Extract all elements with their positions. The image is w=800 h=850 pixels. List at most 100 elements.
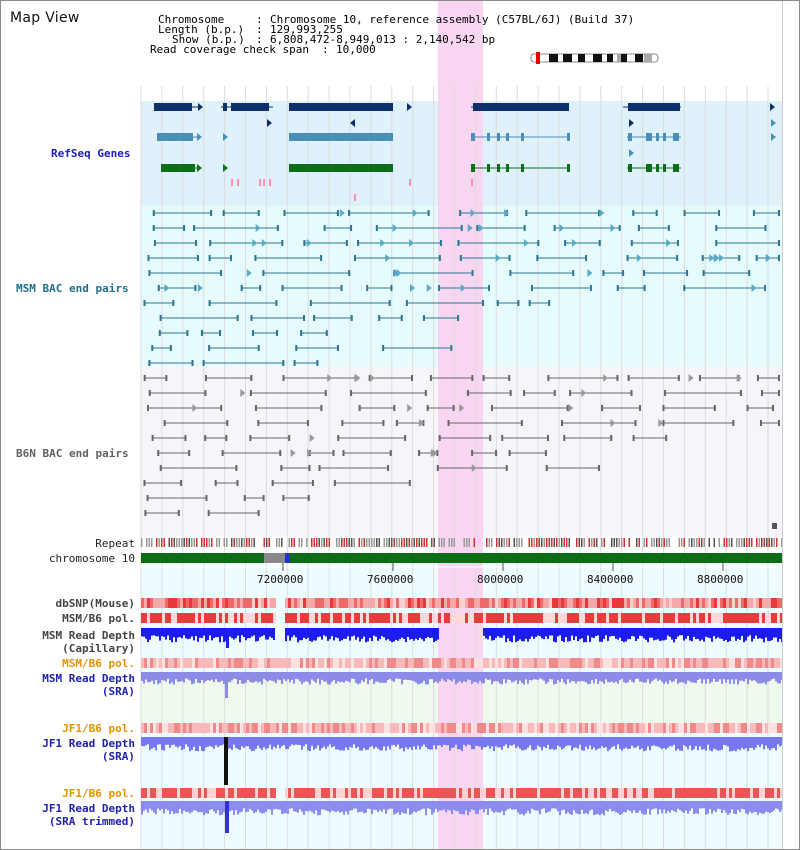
repeat-track	[141, 538, 783, 547]
bac-end	[476, 225, 479, 231]
heat-cell	[405, 788, 408, 798]
heat-cell	[609, 613, 612, 623]
track-label-jf1-b6-pol-2[interactable]: JF1/B6 pol.	[62, 787, 135, 800]
heat-cell	[516, 613, 519, 623]
depth-bar	[647, 672, 649, 680]
depth-bar	[575, 628, 577, 637]
heat-cell	[195, 613, 198, 623]
heat-cell	[642, 598, 645, 608]
track-label-msm-b6-pol[interactable]: MSM/B6 pol.	[62, 612, 135, 625]
repeat-element	[433, 538, 435, 547]
depth-bar	[491, 628, 493, 641]
heat-cell	[699, 788, 702, 798]
track-label-refseq[interactable]: RefSeq Genes	[51, 147, 131, 160]
heat-cell	[681, 723, 684, 733]
bac-end	[350, 390, 353, 396]
depth-bar	[197, 628, 199, 642]
bac-end	[618, 225, 621, 231]
depth-bar	[659, 737, 661, 748]
depth-bar	[495, 801, 497, 812]
heat-cell	[171, 788, 174, 798]
heat-cell	[471, 723, 474, 733]
depth-bar	[501, 672, 503, 685]
gene-exon	[161, 164, 195, 172]
bac-arrow	[426, 284, 432, 292]
track-label-jf1-depth-trimmed[interactable]: JF1 Read Depth	[42, 802, 135, 815]
heat-cell	[162, 598, 165, 608]
heat-cell	[399, 598, 402, 608]
heat-cell	[573, 658, 576, 668]
track-label-jf1-b6-pol[interactable]: JF1/B6 pol.	[62, 722, 135, 735]
depth-bar	[289, 737, 291, 747]
depth-bar	[203, 628, 205, 636]
heat-cell	[600, 613, 603, 623]
heat-cell	[465, 613, 468, 623]
depth-bar	[397, 801, 399, 813]
depth-bar	[641, 801, 643, 814]
heat-cell	[708, 598, 711, 608]
track-label-jf1-depth[interactable]: JF1 Read Depth	[42, 737, 135, 750]
depth-bar	[269, 628, 271, 637]
depth-bar	[315, 672, 317, 683]
bac-end	[778, 240, 780, 246]
heat-cell	[159, 598, 162, 608]
heat-cell	[591, 613, 594, 623]
track-label-chromosome[interactable]: chromosome 10	[48, 552, 135, 565]
heat-cell	[378, 598, 381, 608]
heat-cell	[699, 658, 702, 668]
heat-cell	[684, 658, 687, 668]
depth-bar	[261, 737, 263, 750]
heat-cell	[555, 613, 558, 623]
depth-bar	[189, 737, 191, 752]
track-label-msm-depth-sra[interactable]: MSM Read Depth	[42, 672, 135, 685]
depth-bar	[679, 628, 681, 636]
depth-bar	[467, 672, 469, 680]
heat-cell	[249, 658, 252, 668]
heat-cell	[597, 658, 600, 668]
repeat-element	[391, 538, 393, 547]
heat-cell	[720, 788, 723, 798]
depth-bar	[367, 672, 369, 685]
track-label-repeat[interactable]: Repeat	[95, 537, 135, 550]
ideogram-band	[635, 54, 643, 62]
depth-bar	[761, 628, 763, 639]
heat-cell	[294, 788, 297, 798]
track-label-msm-depth-capillary[interactable]: MSM Read Depth	[42, 629, 135, 642]
heat-cell	[366, 598, 369, 608]
depth-bar	[387, 672, 389, 680]
depth-bar	[211, 801, 213, 810]
track-label-msm-b6-pol-2[interactable]: MSM/B6 pol.	[62, 657, 135, 670]
heat-cell	[633, 788, 636, 798]
depth-bar	[171, 672, 173, 683]
repeat-element	[216, 538, 218, 547]
depth-bar	[607, 628, 609, 641]
heat-cell	[495, 723, 498, 733]
heat-cell	[339, 658, 342, 668]
heat-cell	[732, 613, 735, 623]
heat-cell	[396, 788, 399, 798]
bac-end	[275, 300, 278, 306]
track-label-b6n-bac[interactable]: B6N BAC end pairs	[16, 447, 129, 460]
depth-bar	[455, 801, 457, 812]
depth-bar	[601, 737, 603, 747]
heat-cell	[375, 723, 378, 733]
heat-cell	[738, 788, 741, 798]
depth-bar	[545, 737, 547, 749]
depth-bar	[497, 628, 499, 637]
heat-cell	[309, 788, 312, 798]
track-label-msm-bac[interactable]: MSM BAC end pairs	[16, 282, 129, 295]
repeat-element	[731, 538, 733, 547]
track-label-dbsnp[interactable]: dbSNP(Mouse)	[55, 597, 135, 610]
repeat-element	[316, 538, 318, 547]
depth-bar	[375, 737, 377, 747]
depth-bar	[741, 672, 743, 681]
heat-cell	[708, 613, 711, 623]
repeat-element	[551, 538, 553, 547]
heat-cell	[702, 658, 705, 668]
heat-cell	[357, 723, 360, 733]
depth-bar	[443, 737, 445, 745]
depth-bar	[643, 628, 645, 639]
depth-bar	[719, 672, 721, 680]
heat-cell	[240, 658, 243, 668]
